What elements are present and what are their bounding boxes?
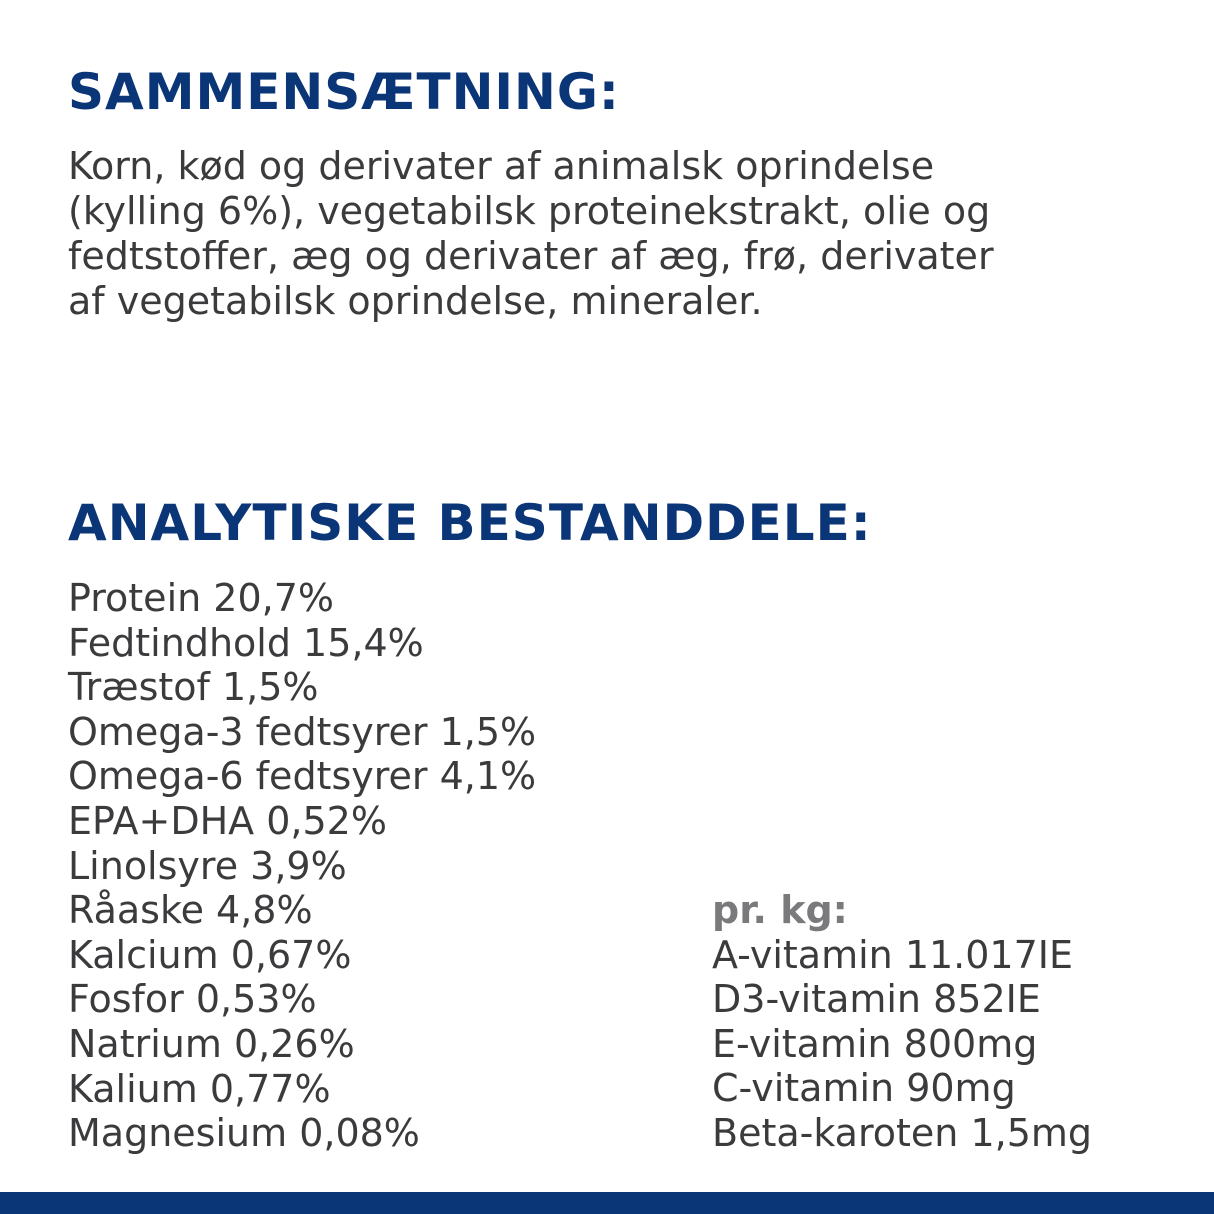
list-item: Fedtindhold 15,4% <box>68 620 424 665</box>
analytical-list: Protein 20,7% Fedtindhold 15,4% Træstof … <box>68 576 536 1156</box>
list-item: Omega-6 fedtsyrer 4,1% <box>68 754 537 799</box>
footer-bar <box>0 1192 1214 1214</box>
list-item: Magnesium 0,08% <box>68 1111 420 1156</box>
list-item: Kalium 0,77% <box>68 1066 331 1111</box>
composition-line: af vegetabilsk oprindelse, mineraler. <box>68 279 763 323</box>
list-item: Råaske 4,8% <box>68 888 313 933</box>
list-item: Fosfor 0,53% <box>68 977 317 1022</box>
per-kg-label: pr. kg: <box>712 888 848 932</box>
list-item: Træstof 1,5% <box>68 665 319 710</box>
composition-text: Korn, kød og derivater af animalsk oprin… <box>68 144 994 324</box>
list-item: Natrium 0,26% <box>68 1021 355 1066</box>
composition-line: Korn, kød og derivater af animalsk oprin… <box>68 144 935 188</box>
composition-heading: SAMMENSÆTNING: <box>68 63 620 121</box>
composition-line: (kylling 6%), vegetabilsk proteinekstrak… <box>68 189 991 233</box>
list-item: C-vitamin 90mg <box>712 1066 1016 1111</box>
per-kg-list: pr. kg: A-vitamin 11.017IE D3-vitamin 85… <box>712 888 1092 1156</box>
list-item: Protein 20,7% <box>68 576 334 620</box>
list-item: Linolsyre 3,9% <box>68 843 347 888</box>
list-item: E-vitamin 800mg <box>712 1021 1038 1066</box>
composition-line: fedtstoffer, æg og derivater af æg, frø,… <box>68 234 994 278</box>
list-item: Beta-karoten 1,5mg <box>712 1110 1093 1155</box>
list-item: Omega-3 fedtsyrer 1,5% <box>68 709 537 754</box>
list-item: Kalcium 0,67% <box>68 932 352 977</box>
list-item: A-vitamin 11.017IE <box>712 932 1073 977</box>
list-item: D3-vitamin 852IE <box>712 977 1041 1022</box>
analytical-heading: ANALYTISKE BESTANDDELE: <box>68 494 872 552</box>
list-item: EPA+DHA 0,52% <box>68 798 387 843</box>
